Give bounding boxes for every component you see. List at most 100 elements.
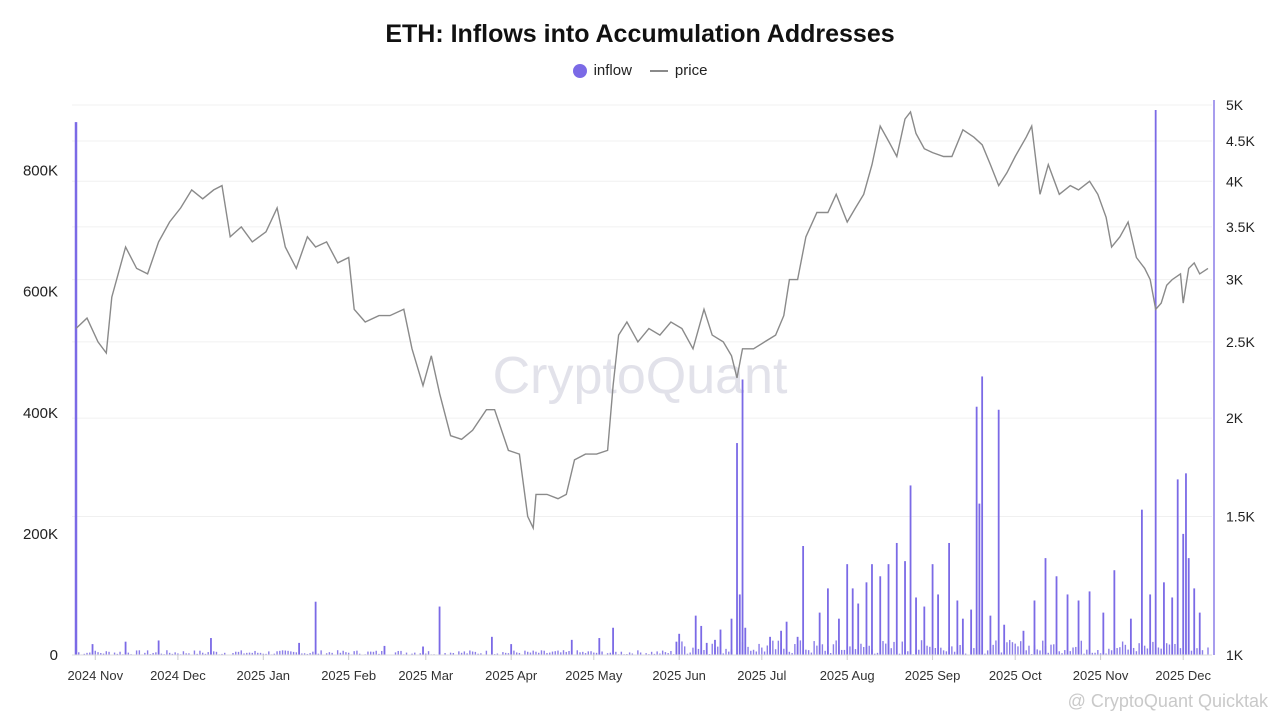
inflow-bar	[628, 652, 631, 655]
inflow-bar	[477, 653, 479, 655]
inflow-bar	[1066, 594, 1069, 655]
inflow-bar	[683, 646, 686, 655]
legend-item-inflow[interactable]: inflow	[572, 62, 632, 79]
inflow-bar	[609, 652, 612, 655]
inflow-bar	[394, 652, 397, 655]
y-left-tick-label: 800K	[23, 163, 58, 180]
inflow-bar	[717, 646, 719, 655]
inflow-bar	[667, 653, 669, 655]
inflow-bar	[235, 651, 237, 655]
inflow-bar	[414, 652, 416, 655]
inflow-bar	[750, 650, 752, 655]
inflow-bar	[480, 653, 482, 655]
inflow-bar	[1053, 644, 1055, 655]
inflow-bar	[213, 651, 215, 655]
inflow-bar	[595, 652, 598, 655]
inflow-bar	[1108, 648, 1110, 655]
y-left-tick-label: 0	[50, 647, 58, 664]
inflow-bar	[882, 641, 884, 655]
inflow-bar	[1075, 646, 1077, 655]
inflow-bar	[835, 640, 837, 655]
inflow-bar	[813, 641, 815, 655]
inflow-bar	[246, 652, 248, 655]
inflow-bar	[427, 651, 430, 655]
inflow-bar	[535, 651, 537, 655]
legend: inflow price	[0, 62, 1280, 79]
inflow-bar	[664, 652, 667, 655]
inflow-bar	[763, 651, 766, 655]
inflow-bar	[1025, 650, 1027, 655]
inflow-bar	[100, 653, 102, 655]
inflow-bar	[1152, 641, 1154, 655]
inflow-bar	[381, 650, 383, 655]
x-tick-label: 2025 Aug	[820, 668, 875, 683]
inflow-bar	[997, 409, 1000, 655]
inflow-bar	[265, 653, 267, 655]
inflow-bar	[711, 643, 713, 655]
inflow-bar	[1198, 612, 1201, 655]
y-right-tick-label: 3K	[1226, 272, 1244, 288]
inflow-bar	[405, 652, 408, 655]
inflow-bar	[915, 597, 917, 655]
inflow-bar	[719, 629, 722, 655]
inflow-bar	[400, 650, 402, 655]
x-tick-label: 2025 Apr	[485, 668, 538, 683]
inflow-bar	[1163, 582, 1165, 655]
inflow-bar	[306, 653, 309, 655]
inflow-bar	[515, 652, 518, 655]
inflow-bar	[1077, 600, 1080, 655]
inflow-bar	[331, 652, 333, 655]
inflow-bar	[978, 503, 981, 655]
y-right-tick-label: 4K	[1226, 173, 1244, 189]
inflow-bar	[367, 651, 369, 655]
inflow-bar	[807, 650, 810, 655]
inflow-bar	[791, 652, 793, 655]
inflow-bar	[237, 651, 240, 655]
inflow-bar	[973, 648, 975, 655]
inflow-bar	[524, 650, 526, 655]
inflow-bar	[469, 650, 471, 655]
inflow-bar	[166, 650, 168, 655]
inflow-bar	[526, 651, 529, 655]
inflow-bar	[193, 650, 196, 655]
inflow-bar	[929, 646, 931, 655]
x-tick-label: 2025 Sep	[905, 668, 961, 683]
inflow-bar	[1086, 649, 1088, 655]
inflow-bar	[705, 642, 708, 655]
inflow-bar	[549, 652, 551, 655]
inflow-bar	[243, 653, 245, 655]
inflow-bar	[375, 650, 377, 655]
inflow-bar	[124, 641, 127, 655]
inflow-bar	[474, 651, 477, 655]
inflow-bars	[74, 110, 1209, 656]
inflow-bar	[254, 650, 256, 655]
inflow-bar	[945, 651, 948, 655]
inflow-bar	[953, 651, 956, 655]
inflow-bar	[204, 653, 207, 655]
inflow-bar	[612, 627, 614, 655]
inflow-bar	[276, 651, 278, 655]
inflow-bar	[1105, 653, 1107, 655]
inflow-bar	[1055, 576, 1058, 655]
inflow-bar	[543, 650, 545, 655]
inflow-bar	[1102, 612, 1105, 655]
inflow-bar	[631, 653, 634, 655]
inflow-bar	[221, 653, 223, 655]
inflow-bar	[425, 653, 427, 655]
inflow-bar	[108, 651, 110, 655]
inflow-bar	[309, 653, 311, 655]
inflow-bar	[1110, 650, 1113, 655]
legend-item-price[interactable]: price	[649, 62, 707, 79]
inflow-bar	[931, 564, 934, 655]
inflow-bar	[422, 646, 424, 655]
inflow-bar	[1154, 110, 1157, 655]
inflow-bar	[207, 652, 209, 655]
inflow-bar	[780, 630, 782, 655]
inflow-bar	[656, 651, 658, 655]
chart-title: ETH: Inflows into Accumulation Addresses	[385, 20, 895, 48]
legend-label-inflow: inflow	[593, 62, 632, 79]
inflow-bar	[675, 641, 678, 655]
inflow-bar	[898, 653, 901, 655]
y-right-tick-label: 4.5K	[1226, 133, 1255, 149]
inflow-bar	[593, 652, 595, 655]
